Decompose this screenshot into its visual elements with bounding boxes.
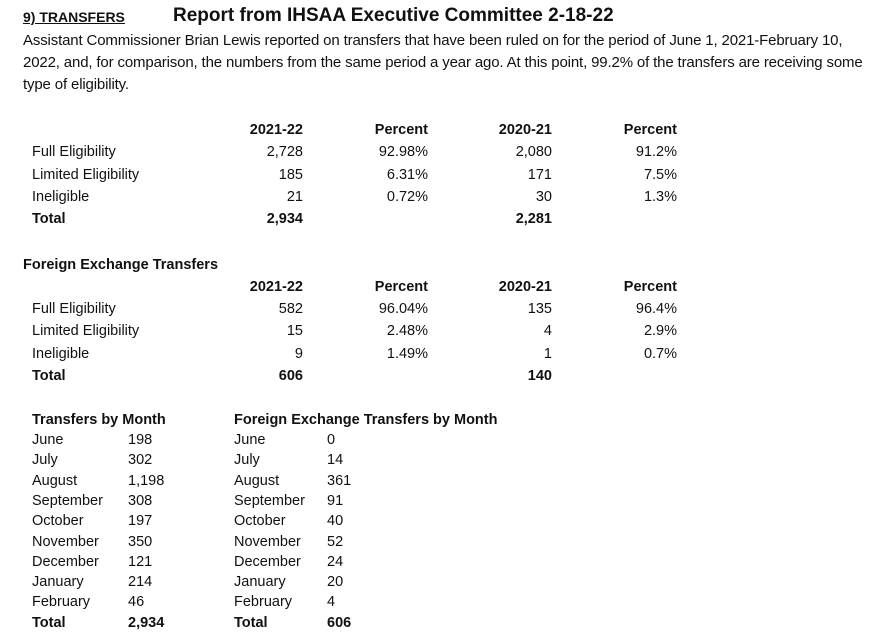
table-cell: 6.31% (386, 167, 428, 183)
table-cell: 2,728 (266, 144, 303, 160)
month-label: July (234, 452, 260, 469)
month-value: 40 (327, 513, 344, 530)
table-cell: 15 (286, 323, 303, 339)
column-header: 2021-22 (249, 279, 303, 295)
table-cell: 21 (286, 189, 303, 205)
table-cell: 9 (294, 346, 303, 362)
month-value: 606 (327, 614, 352, 631)
month-value: 0 (327, 432, 336, 448)
column-header: Percent (623, 279, 677, 295)
month-label: Total (32, 614, 66, 631)
month-value: 46 (128, 594, 145, 611)
month-value: 361 (327, 472, 352, 489)
month-label: December (234, 553, 301, 570)
column-header: Percent (623, 122, 677, 138)
table-cell: 140 (527, 368, 552, 384)
month-label: Total (234, 614, 268, 631)
month-label: January (234, 574, 286, 591)
column-header: 2020-21 (498, 279, 552, 295)
row-label: Total (32, 368, 66, 384)
month-table-title: Transfers by Month (32, 412, 166, 428)
month-value: 350 (128, 533, 153, 550)
table-cell: 171 (527, 167, 552, 183)
table-cell: 0.72% (386, 189, 428, 205)
report-title: Report from IHSAA Executive Committee 2-… (173, 5, 614, 26)
foreign-table-title: Foreign Exchange Transfers (23, 257, 219, 273)
month-label: June (32, 432, 64, 448)
month-value: 20 (327, 574, 344, 591)
month-value: 121 (128, 553, 153, 570)
table-cell: 92.98% (378, 144, 428, 160)
table-cell: 4 (543, 323, 552, 339)
table-cell: 7.5% (643, 167, 677, 183)
row-label: Limited Eligibility (32, 167, 140, 183)
month-label: October (32, 513, 84, 530)
month-label: November (234, 533, 301, 550)
table-cell: 2,080 (515, 144, 552, 160)
table-cell: 1 (543, 346, 552, 362)
month-label: September (234, 492, 305, 509)
table-cell: 2.48% (386, 323, 428, 339)
row-label: Ineligible (32, 189, 90, 205)
month-value: 52 (327, 533, 344, 550)
month-table-title: Foreign Exchange Transfers by Month (234, 412, 498, 428)
table-cell: 96.4% (635, 301, 677, 317)
month-label: July (32, 452, 58, 469)
row-label: Full Eligibility (32, 301, 116, 317)
table-cell: 0.7% (643, 346, 677, 362)
table-cell: 91.2% (635, 144, 677, 160)
column-header: Percent (374, 122, 428, 138)
month-label: November (32, 533, 99, 550)
month-label: February (32, 594, 91, 611)
month-value: 2,934 (128, 614, 165, 631)
month-value: 197 (128, 513, 153, 530)
month-value: 302 (128, 452, 153, 469)
month-value: 24 (327, 553, 344, 570)
month-label: January (32, 574, 84, 591)
table-cell: 2.9% (643, 323, 677, 339)
table-cell: 582 (278, 301, 303, 317)
month-label: August (234, 472, 280, 489)
month-label: September (32, 492, 103, 509)
month-label: June (234, 432, 266, 448)
table-cell: 2,281 (515, 211, 552, 227)
month-value: 1,198 (128, 472, 165, 489)
row-label: Ineligible (32, 346, 90, 362)
table-cell: 606 (278, 368, 303, 384)
table-cell: 1.3% (643, 189, 677, 205)
column-header: 2021-22 (249, 122, 303, 138)
report-paragraph: Assistant Commissioner Brian Lewis repor… (23, 32, 863, 93)
month-value: 4 (327, 594, 336, 611)
table-cell: 135 (527, 301, 552, 317)
month-label: December (32, 553, 99, 570)
row-label: Full Eligibility (32, 144, 116, 160)
month-label: August (32, 472, 78, 489)
month-value: 308 (128, 492, 153, 509)
row-label: Limited Eligibility (32, 323, 140, 339)
month-value: 198 (128, 432, 153, 448)
month-value: 214 (128, 574, 153, 591)
row-label: Total (32, 211, 66, 227)
month-value: 91 (327, 492, 344, 509)
table-cell: 2,934 (266, 211, 303, 227)
month-value: 14 (327, 452, 344, 469)
column-header: 2020-21 (498, 122, 552, 138)
table-cell: 1.49% (386, 346, 428, 362)
table-cell: 185 (278, 167, 303, 183)
table-cell: 30 (535, 189, 552, 205)
month-label: February (234, 594, 293, 611)
month-label: October (234, 513, 286, 530)
table-cell: 96.04% (378, 301, 428, 317)
column-header: Percent (374, 279, 428, 295)
section-heading: 9) TRANSFERS (23, 9, 125, 25)
